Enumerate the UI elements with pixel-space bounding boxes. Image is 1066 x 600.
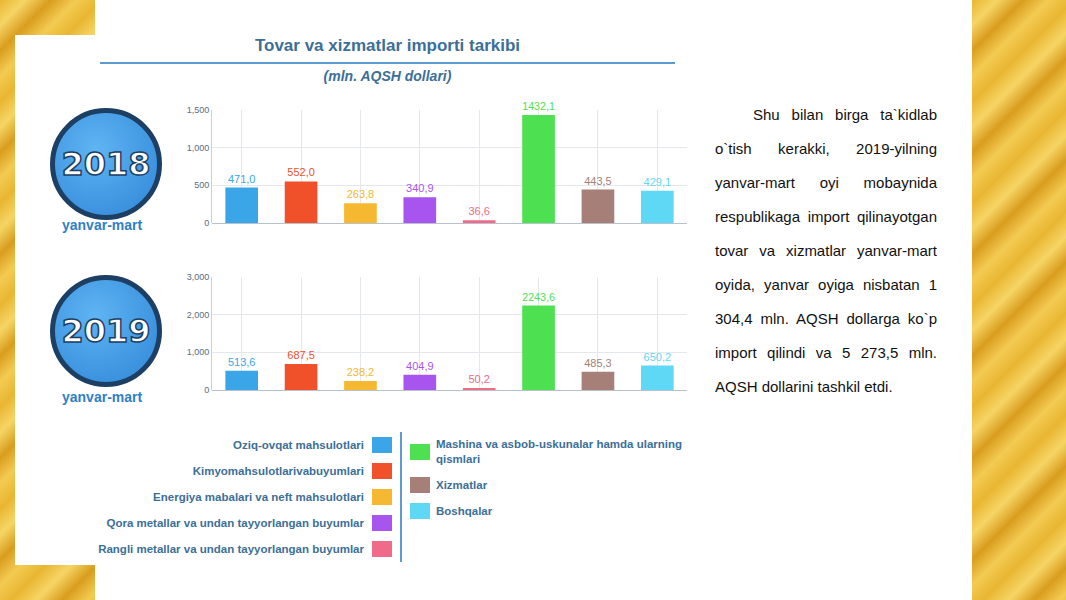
- html-text:Kimyomahsulotlarivabuyumlari: Kimyomahsulotlarivabuyumlari: [192, 465, 364, 477]
- html-text:Tovar va xizmatlar importi tar: Tovar va xizmatlar importi tarkibi: [254, 36, 521, 55]
- html-text:Shu bilan birga ta`kidlab o`ti: Shu bilan birga ta`kidlab o`tish kerakki…: [715, 106, 937, 395]
- svg-text:1,000: 1,000: [187, 143, 210, 153]
- html-text:Xizmatlar: Xizmatlar: [436, 479, 488, 491]
- svg-text:50,2: 50,2: [468, 373, 489, 385]
- svg-text:485,3: 485,3: [584, 357, 612, 369]
- html-text:Rangli metallar va undan tayyo: Rangli metallar va undan tayyorlangan bu…: [98, 543, 364, 555]
- svg-text:0: 0: [204, 218, 209, 228]
- svg-text:471,0: 471,0: [228, 173, 256, 185]
- svg-text:513,6: 513,6: [228, 356, 256, 368]
- html-text:yanvar-mart: yanvar-mart: [62, 217, 143, 233]
- svg-text:1,500: 1,500: [187, 105, 210, 115]
- html-text:Qora metallar va undan tayyorl: Qora metallar va undan tayyorlangan buyu…: [106, 517, 364, 529]
- svg-text:687,5: 687,5: [287, 349, 315, 361]
- html-text:Mashina va asbob-uskunalar ham: Mashina va asbob-uskunalar hamda ularnin…: [436, 438, 682, 465]
- svg-text:443,5: 443,5: [584, 175, 612, 187]
- svg-text:0: 0: [204, 385, 209, 395]
- html-text:Oziq-ovqat mahsulotlari: Oziq-ovqat mahsulotlari: [233, 439, 364, 451]
- html-text:Boshqalar: Boshqalar: [436, 505, 493, 517]
- svg-text:1,000: 1,000: [187, 347, 210, 357]
- svg-text:1432,1: 1432,1: [522, 100, 555, 112]
- html-text:yanvar-mart: yanvar-mart: [62, 389, 143, 405]
- svg-text:429,1: 429,1: [644, 176, 672, 188]
- svg-text:2,000: 2,000: [187, 310, 210, 320]
- svg-text:552,0: 552,0: [287, 166, 315, 178]
- svg-text:263,8: 263,8: [347, 188, 375, 200]
- svg-text:500: 500: [194, 180, 209, 190]
- html-text:2018: 2018: [61, 145, 151, 183]
- svg-text:650,2: 650,2: [644, 351, 672, 363]
- html-text:(mln. AQSH dollari): (mln. AQSH dollari): [323, 68, 452, 84]
- svg-text:404,9: 404,9: [406, 360, 434, 372]
- svg-text:2243,6: 2243,6: [522, 291, 555, 303]
- svg-text:3,000: 3,000: [187, 272, 210, 282]
- svg-text:340,9: 340,9: [406, 182, 434, 194]
- svg-text:36,6: 36,6: [468, 205, 489, 217]
- html-text:Energiya mabalari va neft mahs: Energiya mabalari va neft mahsulotlari: [153, 491, 364, 503]
- html-text:2019: 2019: [61, 312, 151, 350]
- svg-text:238,2: 238,2: [347, 366, 375, 378]
